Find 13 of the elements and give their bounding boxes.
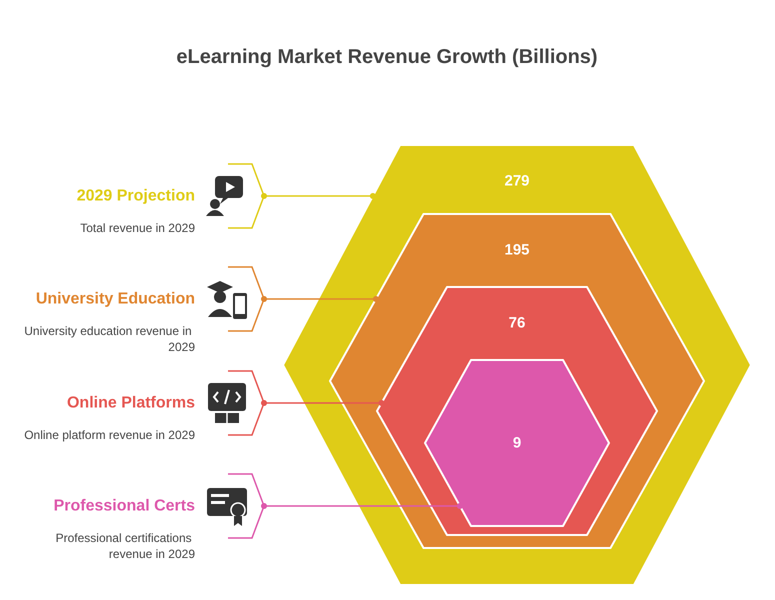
text: Online platform revenue in 2029 (24, 428, 196, 442)
text: eLearning Market Revenue Growth (Billions) (176, 46, 598, 68)
category-label: University Education (36, 290, 195, 308)
data-label: 279 (504, 172, 530, 190)
text: Total revenue in 2029 (80, 221, 196, 235)
data-label: 195 (504, 242, 530, 258)
category-label: Online Platforms (66, 394, 196, 412)
data-label: 9 (512, 434, 522, 452)
text: University education revenue in 2029 (24, 324, 196, 354)
category-label: Professional Certs (54, 498, 196, 514)
category-label: 2029 Projection (76, 188, 195, 204)
data-label: 76 (508, 314, 526, 332)
text: Professional certifications revenue in 2029 (56, 531, 196, 561)
